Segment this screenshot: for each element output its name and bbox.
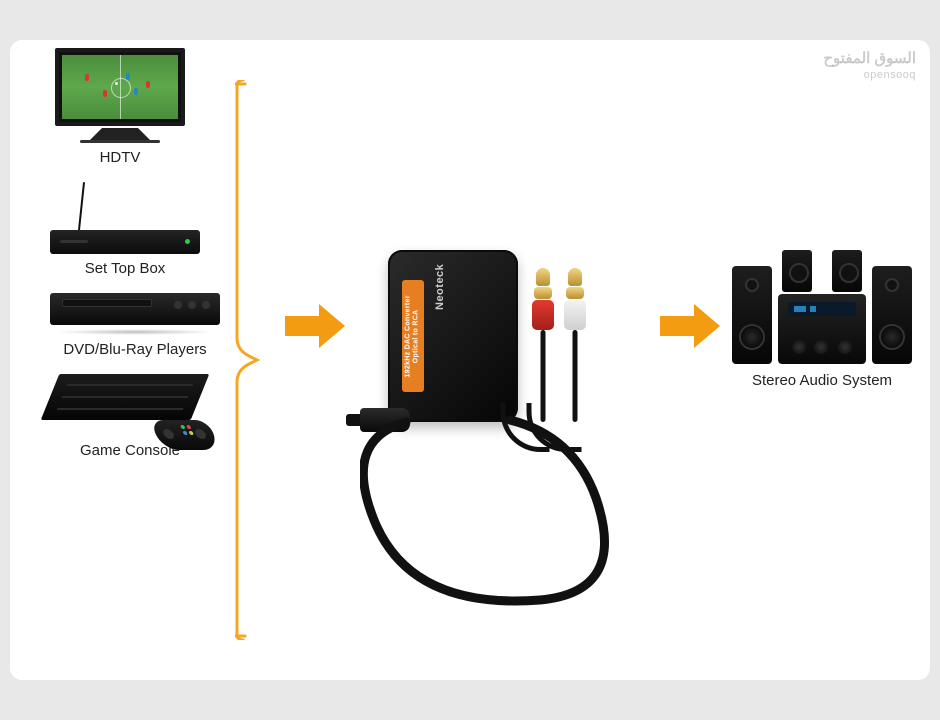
arrow-to-converter [285,304,345,348]
source-settopbox: Set Top Box [50,182,200,277]
rca-red-connector [532,268,554,338]
stb-label: Set Top Box [85,260,166,277]
diagram-content: HDTV Set Top Box DVD/Blu-Ray Players [10,40,930,680]
watermark-latin: opensooq [823,69,916,83]
converter-body: 192kHz DAC Converter Optical to RCA Neot… [388,250,518,422]
stereo-label: Stereo Audio System [752,372,892,389]
converter-cable [360,400,640,620]
hdtv-illustration [55,48,185,143]
converter-brand: Neoteck [434,264,446,310]
watermark-arabic: السوق المفتوح [823,50,916,69]
rca-white-connector [564,268,586,338]
converter-label-line2: Optical to RCA [413,309,420,363]
gc-illustration [50,374,210,436]
stereo-system: Stereo Audio System [732,248,912,389]
diagram-frame: السوق المفتوح opensooq [10,40,930,680]
dvd-illustration [50,293,220,335]
arrow-to-stereo [660,304,720,348]
converter-label-line1: 192kHz DAC Converter [405,295,412,377]
stb-illustration [50,182,200,254]
source-dvd: DVD/Blu-Ray Players [50,293,220,358]
source-hdtv: HDTV [50,48,190,166]
stereo-illustration [732,248,912,364]
dvd-label: DVD/Blu-Ray Players [63,341,206,358]
converter-orange-label: 192kHz DAC Converter Optical to RCA [402,280,424,392]
watermark: السوق المفتوح opensooq [823,50,916,83]
hdtv-label: HDTV [100,149,141,166]
bracket-connector [235,80,261,640]
source-gameconsole: Game Console [50,374,210,459]
source-column: HDTV Set Top Box DVD/Blu-Ray Players [50,48,220,459]
converter-device: 192kHz DAC Converter Optical to RCA Neot… [360,250,640,590]
